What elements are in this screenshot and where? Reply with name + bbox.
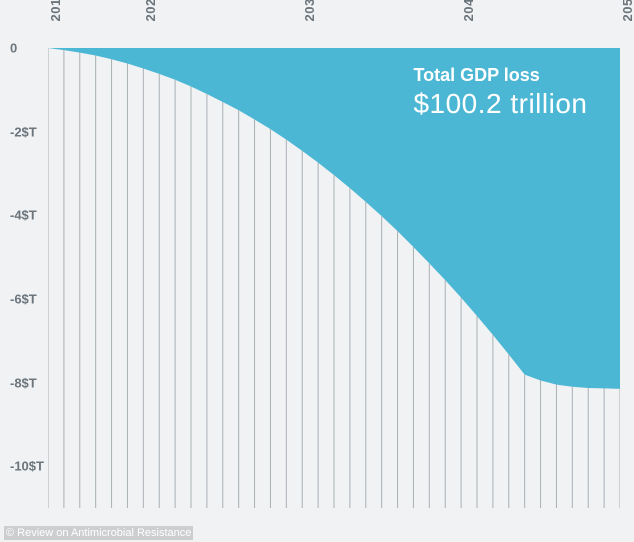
y-axis-label: -8$T [10, 375, 37, 390]
x-axis-label: 2014 [48, 0, 63, 21]
callout-value: $100.2 trillion [413, 88, 587, 120]
total-gdp-loss-callout: Total GDP loss$100.2 trillion [413, 65, 587, 120]
callout-label: Total GDP loss [413, 65, 587, 86]
y-axis-label: -4$T [10, 208, 37, 223]
y-axis-label: -10$T [10, 459, 44, 474]
x-axis-label: 2040 [461, 0, 476, 21]
y-axis-label: -2$T [10, 124, 37, 139]
y-axis-label: 0 [10, 41, 17, 56]
chart-frame: © Review on Antimicrobial Resistance 201… [0, 0, 634, 542]
x-axis-label: 2030 [302, 0, 317, 21]
y-axis-label: -6$T [10, 291, 37, 306]
x-axis-label: 2050 [620, 0, 634, 21]
x-axis-label: 2020 [143, 0, 158, 21]
credit-line: © Review on Antimicrobial Resistance [4, 526, 193, 540]
